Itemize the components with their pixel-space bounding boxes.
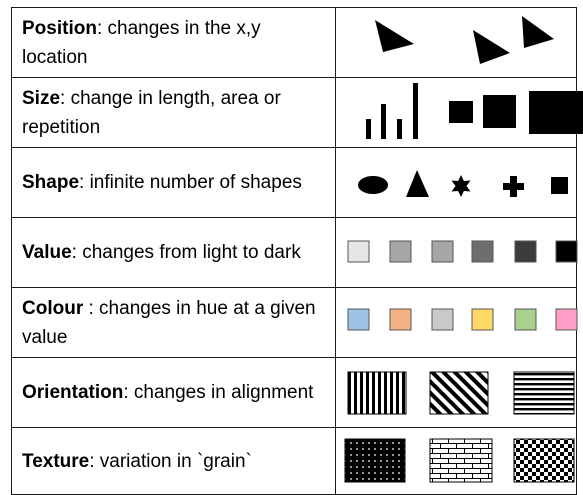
label-size: Size: change in length, area or repetiti… — [22, 84, 327, 142]
desc-texture: : variation in `grain` — [89, 450, 252, 472]
visual-cell-shape — [335, 147, 577, 218]
value-swatch-6 — [555, 240, 578, 263]
visual-cell-value — [335, 217, 578, 288]
colour-swatch-4 — [471, 308, 494, 331]
row-position: Position: changes in the x,y location — [11, 7, 577, 78]
visual-cell-texture — [335, 427, 577, 495]
shape-cross — [503, 176, 524, 197]
label-cell-value: Value: changes from light to dark — [11, 217, 336, 288]
row-shape: Shape: infinite number of shapes — [11, 147, 577, 218]
label-shape: Shape: infinite number of shapes — [22, 168, 327, 197]
colour-visual — [347, 308, 578, 331]
desc-size: : change in length, area or repetition — [22, 87, 281, 138]
desc-colour: : changes in hue at a given value — [22, 297, 316, 348]
visual-cell-position — [335, 7, 577, 78]
term-orientation: Orientation — [22, 382, 124, 403]
texture-checker — [513, 438, 575, 483]
size-rect-large — [529, 91, 583, 134]
term-value: Value — [22, 242, 72, 263]
visual-cell-colour — [335, 287, 578, 358]
position-triangle-2 — [473, 30, 510, 64]
texture-dots — [344, 438, 406, 483]
position-triangle-1 — [375, 20, 414, 52]
position-visual — [375, 16, 554, 64]
colour-swatch-3 — [431, 308, 454, 331]
label-cell-position: Position: changes in the x,y location — [11, 7, 336, 78]
shape-square — [551, 177, 568, 194]
row-texture: Texture: variation in `grain` — [11, 427, 577, 495]
size-bar-3 — [397, 119, 402, 139]
texture-brick — [429, 438, 493, 483]
label-orientation: Orientation: changes in alignment — [22, 378, 327, 407]
size-bar-2 — [381, 104, 386, 139]
label-colour: Colour : changes in hue at a given value — [22, 294, 327, 352]
orientation-visual — [347, 371, 575, 415]
colour-swatch-1 — [347, 308, 370, 331]
term-colour: Colour — [22, 297, 84, 319]
colour-swatch-2 — [389, 308, 412, 331]
position-triangle-3 — [522, 16, 554, 48]
label-value: Value: changes from light to dark — [22, 238, 327, 267]
value-visual — [347, 240, 578, 263]
size-bar-4 — [413, 83, 418, 139]
texture-visual — [344, 438, 575, 483]
shape-visual — [358, 170, 568, 197]
label-cell-texture: Texture: variation in `grain` — [11, 427, 336, 495]
size-square-small — [449, 101, 473, 123]
desc-orientation: : changes in alignment — [123, 382, 314, 403]
term-size: Size — [22, 87, 61, 109]
value-swatch-3 — [431, 240, 454, 263]
row-value: Value: changes from light to dark — [11, 217, 578, 288]
row-orientation: Orientation: changes in alignment — [11, 357, 577, 428]
row-colour: Colour : changes in hue at a given value — [11, 287, 578, 358]
row-size: Size: change in length, area or repetiti… — [11, 77, 583, 148]
visual-variables-table: Position: changes in the x,y location Si… — [11, 7, 583, 495]
label-cell-colour: Colour : changes in hue at a given value — [11, 287, 336, 358]
term-position: Position — [22, 17, 97, 39]
value-swatch-1 — [347, 240, 370, 263]
orientation-horizontal-lines — [513, 371, 575, 415]
value-swatch-5 — [514, 240, 537, 263]
size-square-medium — [483, 95, 516, 128]
term-texture: Texture — [22, 450, 90, 472]
colour-swatch-6 — [555, 308, 578, 331]
colour-swatch-5 — [514, 308, 537, 331]
size-visual — [366, 83, 583, 139]
shape-triangle — [406, 170, 429, 197]
orientation-diagonal-lines — [429, 371, 489, 415]
visual-cell-orientation — [335, 357, 577, 428]
label-texture: Texture: variation in `grain` — [22, 447, 327, 476]
shape-ellipse — [358, 176, 388, 194]
label-position: Position: changes in the x,y location — [22, 14, 327, 72]
desc-value: : changes from light to dark — [71, 242, 301, 263]
visual-cell-size — [335, 77, 583, 148]
value-swatch-2 — [389, 240, 412, 263]
orientation-vertical-lines — [347, 371, 407, 415]
value-swatch-4 — [471, 240, 494, 263]
term-shape: Shape — [22, 172, 80, 193]
shape-star — [451, 175, 471, 197]
size-bar-1 — [366, 119, 371, 139]
label-cell-orientation: Orientation: changes in alignment — [11, 357, 336, 428]
desc-position: : changes in the x,y location — [22, 17, 261, 68]
label-cell-shape: Shape: infinite number of shapes — [11, 147, 336, 218]
label-cell-size: Size: change in length, area or repetiti… — [11, 77, 336, 148]
desc-shape: : infinite number of shapes — [79, 172, 302, 193]
